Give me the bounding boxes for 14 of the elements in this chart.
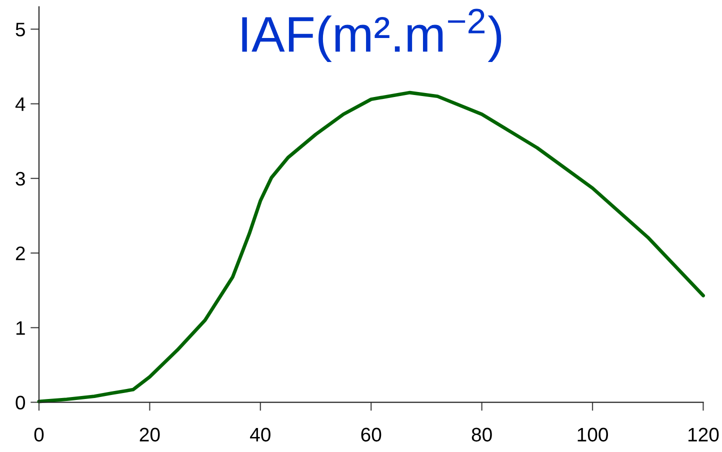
x-tick-label: 0: [34, 428, 44, 442]
y-tick-label: 5: [16, 22, 25, 36]
y-tick-label: 2: [16, 246, 25, 260]
y-tick-label: 3: [16, 172, 25, 186]
x-tick-label: 20: [140, 428, 160, 442]
x-tick-label: 100: [578, 428, 608, 442]
x-tick-label: 120: [688, 428, 719, 442]
x-tick-label: 40: [250, 428, 270, 442]
chart-title: IAF(m².m$^{−2}$): [242, 8, 502, 62]
x-tick-label: 60: [361, 428, 382, 442]
y-tick-label: 0: [16, 396, 26, 410]
y-tick-label: 4: [15, 97, 26, 111]
x-tick-label: 80: [472, 428, 492, 442]
y-tick-label: 1: [16, 321, 25, 335]
